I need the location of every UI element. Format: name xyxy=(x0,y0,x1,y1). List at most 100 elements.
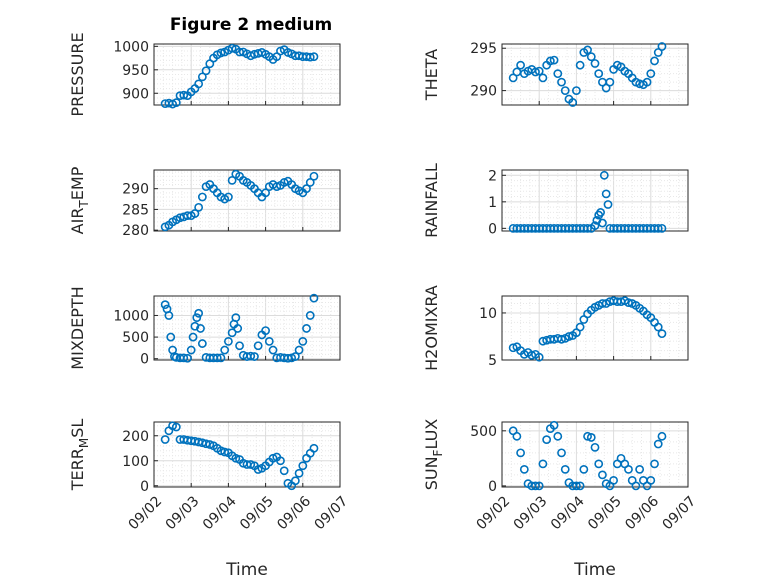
data-point xyxy=(268,345,278,355)
data-point xyxy=(553,69,563,79)
data-point xyxy=(268,453,278,463)
data-point xyxy=(309,171,319,181)
data-point xyxy=(557,448,566,458)
data-point xyxy=(605,77,615,87)
y-tick-label: 1 xyxy=(488,195,497,211)
x-tick-label: 09/05 xyxy=(585,493,625,533)
data-point xyxy=(171,422,181,432)
data-point xyxy=(512,431,522,441)
data-point xyxy=(188,332,198,342)
data-point xyxy=(305,311,315,320)
data-point xyxy=(298,461,308,471)
data-point xyxy=(583,223,592,233)
data-point xyxy=(560,86,570,95)
data-point xyxy=(309,52,319,62)
subplot-rainfall: 0 1 2 RAINFALL xyxy=(422,163,689,238)
data-point xyxy=(650,459,659,469)
data-point xyxy=(196,324,205,333)
data-point xyxy=(194,308,204,318)
data-point xyxy=(190,321,200,331)
data-point xyxy=(583,45,592,55)
x-axis-label: Time xyxy=(225,560,268,580)
data-point xyxy=(534,481,544,491)
data-point xyxy=(657,431,667,441)
data-point xyxy=(272,182,282,191)
data-point xyxy=(586,52,596,62)
subplot-h2omixra: 5 10 H2OMIXRA xyxy=(422,285,689,371)
data-point xyxy=(538,459,548,469)
x-tick-label: 09/07 xyxy=(659,493,699,533)
data-point xyxy=(290,352,300,361)
data-point xyxy=(564,332,574,341)
data-point xyxy=(586,433,596,442)
y-tick-label: 0 xyxy=(488,479,497,495)
data-point xyxy=(305,52,315,62)
axes-box xyxy=(153,421,341,488)
data-point xyxy=(194,79,204,89)
data-point xyxy=(590,59,600,68)
data-point xyxy=(642,77,652,87)
y-tick-label: 950 xyxy=(122,63,149,79)
y-tick-label: 10 xyxy=(479,306,497,322)
x-tick-label: 09/02 xyxy=(125,493,165,533)
data-point xyxy=(519,464,529,474)
data-point xyxy=(253,341,263,351)
y-axis-label: THETA xyxy=(422,49,441,101)
data-point xyxy=(190,209,200,218)
x-tick-label: 09/05 xyxy=(237,493,277,533)
data-point xyxy=(646,475,656,485)
data-point xyxy=(553,431,563,441)
data-point xyxy=(302,184,311,194)
x-tick-label: 09/04 xyxy=(548,493,588,533)
data-point xyxy=(557,77,566,87)
data-point xyxy=(220,345,230,355)
data-point xyxy=(261,326,270,335)
y-axis-label: TERRMSL xyxy=(68,419,91,492)
data-point xyxy=(624,464,633,474)
data-point xyxy=(250,352,259,361)
y-axis-label: MIXDEPTH xyxy=(68,286,87,369)
data-point xyxy=(557,334,566,344)
data-point xyxy=(572,86,581,95)
data-point xyxy=(657,42,667,51)
y-tick-label: 0 xyxy=(488,221,497,237)
data-point xyxy=(594,459,604,469)
data-point xyxy=(166,332,176,342)
data-point xyxy=(568,98,578,107)
x-axis-label: Time xyxy=(573,560,616,580)
data-point xyxy=(609,475,618,485)
data-point xyxy=(309,443,319,453)
subplot-mixdepth: 0 500 1000 MIXDEPTH xyxy=(68,286,341,370)
data-point xyxy=(579,464,589,474)
y-axis-label: RAINFALL xyxy=(422,163,441,238)
y-axis-label: SUNFLUX xyxy=(422,419,445,491)
x-tick-label: 09/04 xyxy=(200,493,240,533)
y-axis-label: PRESSURE xyxy=(68,32,87,116)
data-point xyxy=(216,48,226,58)
y-tick-label: 900 xyxy=(122,86,149,102)
data-point xyxy=(516,448,525,458)
data-point xyxy=(220,447,230,457)
x-tick-label: 09/06 xyxy=(622,493,662,533)
data-point xyxy=(298,337,308,346)
x-tick-label: 09/06 xyxy=(274,493,314,533)
y-tick-label: 500 xyxy=(470,424,497,440)
axes-box xyxy=(153,43,341,106)
data-point xyxy=(223,192,233,202)
data-point xyxy=(534,66,544,76)
data-point xyxy=(653,223,663,233)
data-point xyxy=(197,339,207,348)
y-tick-label: 0 xyxy=(140,479,149,495)
data-point xyxy=(598,218,607,228)
data-point xyxy=(657,223,667,233)
data-point xyxy=(516,60,525,70)
data-point xyxy=(197,72,207,82)
data-point xyxy=(590,221,600,231)
data-point xyxy=(179,90,189,100)
y-tick-label: 100 xyxy=(122,454,149,470)
data-point xyxy=(253,465,263,474)
data-point xyxy=(194,202,204,212)
data-point xyxy=(657,329,667,339)
data-point xyxy=(305,178,315,187)
